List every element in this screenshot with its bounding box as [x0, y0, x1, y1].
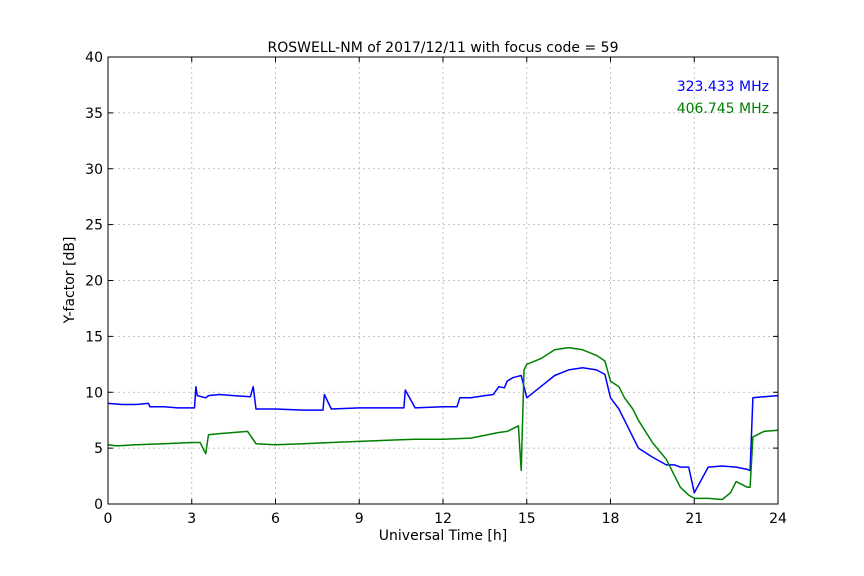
- axis-ticks: [107, 56, 779, 505]
- series-line-323-433-mhz: [107, 366, 779, 494]
- y-tick-label: 5: [94, 441, 103, 457]
- chart-title: ROSWELL-NM of 2017/12/11 with focus code…: [268, 40, 619, 56]
- x-tick-label: 24: [769, 511, 787, 527]
- x-tick-label: 3: [187, 511, 196, 527]
- x-tick-label: 6: [271, 511, 280, 527]
- y-tick-label: 40: [85, 50, 103, 66]
- y-tick-label: 30: [85, 162, 103, 178]
- legend-entry: 406.745 MHz: [677, 101, 769, 117]
- x-tick-label: 15: [518, 511, 536, 527]
- grid: [108, 57, 778, 504]
- y-tick-label: 35: [85, 106, 103, 122]
- x-tick-label: 12: [434, 511, 452, 527]
- y-tick-label: 10: [85, 385, 103, 401]
- series-layer: [107, 346, 779, 501]
- series-line-406-745-mhz: [107, 346, 779, 501]
- x-axis-label: Universal Time [h]: [379, 528, 507, 544]
- legend-entry: 323.433 MHz: [677, 79, 769, 95]
- legend: 323.433 MHz 406.745 MHz: [677, 79, 769, 117]
- y-tick-label: 25: [85, 218, 103, 234]
- x-tick-label: 21: [685, 511, 703, 527]
- axis-tick-labels: 0 3 6 9 12 15 18 21 24 0 5 10 15 20 25 30 35 40: [85, 50, 787, 527]
- y-tick-label: 0: [94, 497, 103, 513]
- y-axis-label: Y-factor [dB]: [62, 237, 78, 325]
- x-tick-label: 9: [355, 511, 364, 527]
- y-tick-label: 15: [85, 329, 103, 345]
- y-tick-label: 20: [85, 274, 103, 290]
- x-tick-label: 0: [104, 511, 113, 527]
- x-tick-label: 18: [602, 511, 620, 527]
